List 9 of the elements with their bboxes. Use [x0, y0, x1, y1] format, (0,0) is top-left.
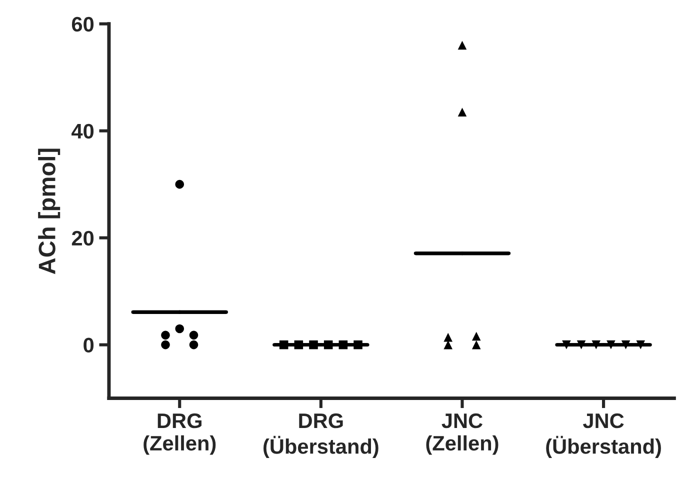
x-tick-label: JNC (Zellen): [426, 413, 498, 455]
y-tick-label: 20: [72, 230, 94, 246]
y-tick-label: 40: [72, 124, 94, 139]
x-tick-label: JNC (Überstand): [546, 413, 661, 458]
x-tick-label: DRG (Überstand): [264, 413, 378, 458]
y-tick-label: 0: [84, 338, 94, 353]
x-tick-label: DRG (Zellen): [144, 413, 216, 455]
y-axis-title: ACh [pmol]: [38, 148, 60, 274]
y-tick-label: 60: [72, 16, 94, 32]
